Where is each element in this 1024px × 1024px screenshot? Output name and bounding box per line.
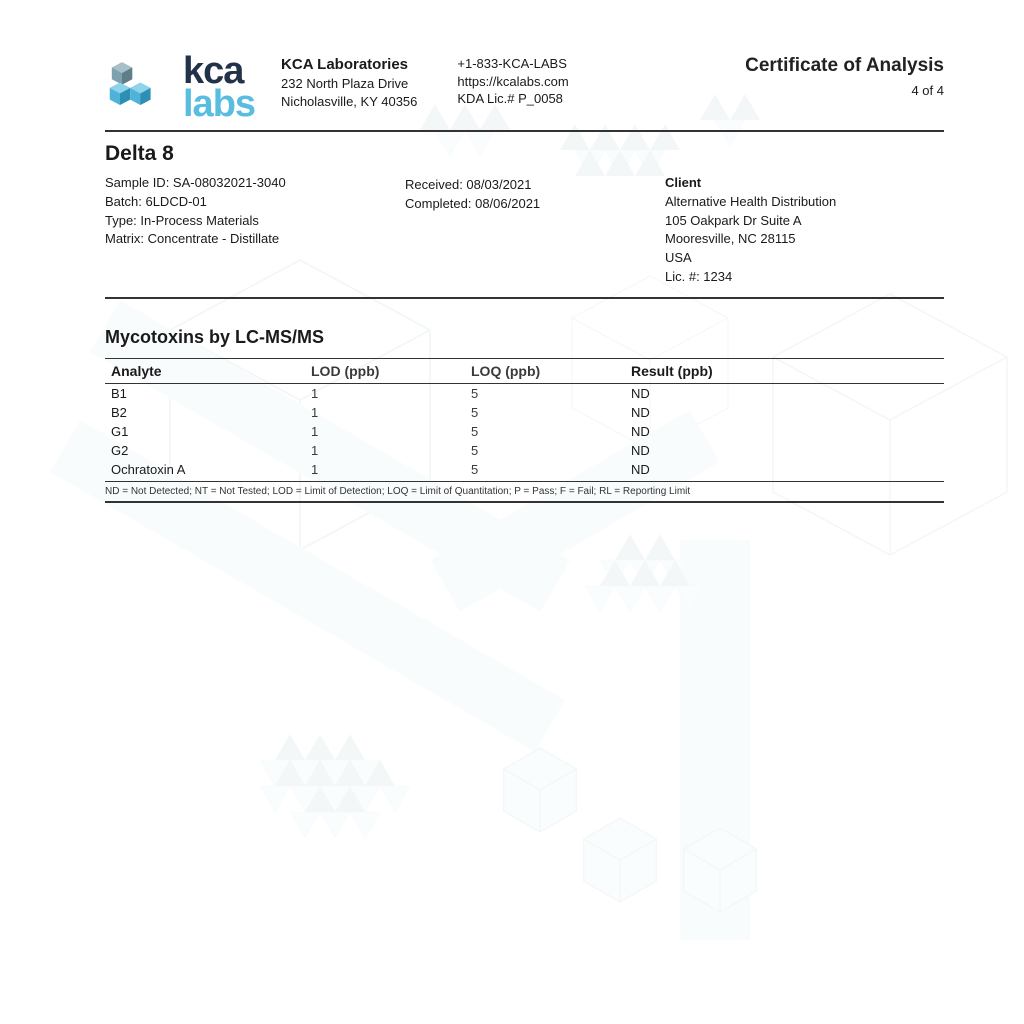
- cell-lod: 1: [305, 383, 465, 403]
- doc-title-block: Certificate of Analysis 4 of 4: [745, 55, 944, 98]
- company-info: KCA Laboratories 232 North Plaza Drive N…: [281, 55, 417, 110]
- logo-cubes-icon: [105, 56, 173, 121]
- completed-date: Completed: 08/06/2021: [405, 195, 665, 214]
- cell-result: ND: [625, 441, 944, 460]
- client-name: Alternative Health Distribution: [665, 193, 944, 212]
- header-lod: LOD (ppb): [305, 358, 465, 383]
- cell-loq: 5: [465, 460, 625, 481]
- cell-analyte: Ochratoxin A: [105, 460, 305, 481]
- cell-analyte: G1: [105, 422, 305, 441]
- contact-phone: +1-833-KCA-LABS: [457, 55, 568, 73]
- client-info: Client Alternative Health Distribution 1…: [665, 174, 944, 287]
- sample-id: Sample ID: SA-08032021-3040: [105, 174, 405, 193]
- table-row: B115ND: [105, 383, 944, 403]
- page-number: 4 of 4: [745, 83, 944, 98]
- client-addr2: Mooresville, NC 28115: [665, 230, 944, 249]
- header-analyte: Analyte: [105, 358, 305, 383]
- sample-section: Delta 8 Sample ID: SA-08032021-3040 Batc…: [105, 132, 944, 299]
- cell-result: ND: [625, 422, 944, 441]
- contact-license: KDA Lic.# P_0058: [457, 90, 568, 108]
- sample-title: Delta 8: [105, 142, 944, 166]
- table-footnote: ND = Not Detected; NT = Not Tested; LOD …: [105, 482, 944, 503]
- company-name: KCA Laboratories: [281, 55, 417, 75]
- client-label: Client: [665, 174, 944, 193]
- header: kca labs KCA Laboratories 232 North Plaz…: [105, 55, 944, 132]
- cell-analyte: B1: [105, 383, 305, 403]
- sample-matrix: Matrix: Concentrate - Distillate: [105, 230, 405, 249]
- table-row: G215ND: [105, 441, 944, 460]
- cell-loq: 5: [465, 422, 625, 441]
- cell-result: ND: [625, 403, 944, 422]
- cell-lod: 1: [305, 422, 465, 441]
- logo-text: kca labs: [183, 55, 255, 122]
- results-table: Analyte LOD (ppb) LOQ (ppb) Result (ppb)…: [105, 358, 944, 482]
- header-result: Result (ppb): [625, 358, 944, 383]
- cell-result: ND: [625, 383, 944, 403]
- client-lic: Lic. #: 1234: [665, 268, 944, 287]
- client-addr1: 105 Oakpark Dr Suite A: [665, 212, 944, 231]
- cell-loq: 5: [465, 441, 625, 460]
- cell-loq: 5: [465, 383, 625, 403]
- cell-result: ND: [625, 460, 944, 481]
- company-addr2: Nicholasville, KY 40356: [281, 93, 417, 111]
- doc-title: Certificate of Analysis: [745, 55, 944, 77]
- logo-labs: labs: [183, 88, 255, 121]
- table-row: Ochratoxin A15ND: [105, 460, 944, 481]
- table-title: Mycotoxins by LC-MS/MS: [105, 327, 944, 348]
- cell-loq: 5: [465, 403, 625, 422]
- sample-info: Sample ID: SA-08032021-3040 Batch: 6LDCD…: [105, 174, 405, 287]
- table-row: B215ND: [105, 403, 944, 422]
- sample-batch: Batch: 6LDCD-01: [105, 193, 405, 212]
- sample-type: Type: In-Process Materials: [105, 212, 405, 231]
- cell-lod: 1: [305, 403, 465, 422]
- contact-info: +1-833-KCA-LABS https://kcalabs.com KDA …: [457, 55, 568, 108]
- cell-lod: 1: [305, 460, 465, 481]
- received-date: Received: 08/03/2021: [405, 176, 665, 195]
- header-loq: LOQ (ppb): [465, 358, 625, 383]
- table-header-row: Analyte LOD (ppb) LOQ (ppb) Result (ppb): [105, 358, 944, 383]
- contact-web: https://kcalabs.com: [457, 73, 568, 91]
- client-country: USA: [665, 249, 944, 268]
- cell-analyte: B2: [105, 403, 305, 422]
- cell-analyte: G2: [105, 441, 305, 460]
- logo: kca labs: [105, 55, 255, 122]
- table-row: G115ND: [105, 422, 944, 441]
- dates-info: Received: 08/03/2021 Completed: 08/06/20…: [405, 174, 665, 287]
- company-addr1: 232 North Plaza Drive: [281, 75, 417, 93]
- cell-lod: 1: [305, 441, 465, 460]
